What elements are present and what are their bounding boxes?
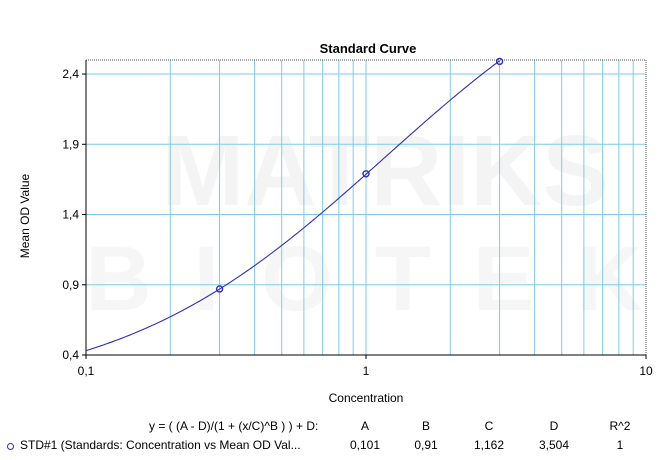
x-tick-label: 0,1 [78, 364, 95, 378]
data-point [362, 170, 370, 178]
y-tick-label: 1,9 [62, 137, 79, 151]
data-points [215, 57, 504, 293]
chart-title: Standard Curve [320, 41, 417, 56]
x-tick-label: 10 [639, 364, 653, 378]
fit-curve [85, 60, 500, 352]
y-tick-label: 1,4 [62, 208, 79, 222]
watermark-line-1: MATRIKS [161, 115, 609, 227]
tick-labels: 0,4 0,9 1,4 1,9 2,4 0,1 1 10 [62, 67, 653, 378]
watermark-line-2: BIOTEK [85, 228, 670, 330]
fit-curve-layer [85, 60, 500, 352]
grid [86, 60, 646, 356]
data-point [215, 285, 224, 293]
y-tick-label: 0,9 [62, 278, 79, 292]
y-tick-label: 2,4 [62, 67, 79, 81]
plot-frame [82, 59, 647, 359]
x-tick-label: 1 [363, 364, 370, 378]
data-point [495, 57, 504, 66]
y-axis-label: Mean OD Value [18, 173, 32, 258]
x-axis-label: Concentration [329, 391, 404, 405]
y-tick-label: 0,4 [62, 348, 79, 362]
